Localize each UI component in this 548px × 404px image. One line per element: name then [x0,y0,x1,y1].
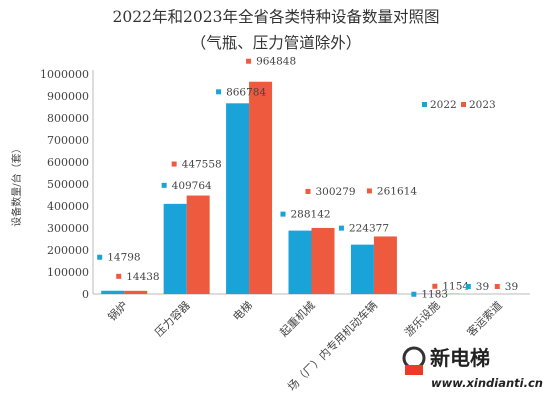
chart-title: 2022年和2023年全省各类特种设备数量对照图 [113,8,440,26]
category-label-3: 起重机械 [277,298,318,339]
y-tick-label: 600000 [47,156,89,169]
bar-2023-3 [311,227,335,294]
data-label-marker-2022-5 [411,291,417,297]
bars-group [101,81,522,295]
y-tick-label: 400000 [47,200,89,213]
data-label-marker-2023-6 [494,283,500,289]
legend-swatch-2022 [422,102,427,107]
data-label-marker-2022-2 [216,89,222,95]
data-label-marker-2022-4 [338,225,344,231]
watermark-name: 新电梯 [430,346,490,370]
data-label-marker-2022-0 [97,254,103,260]
bar-2023-2 [249,81,273,295]
y-tick-label: 100000 [47,266,89,279]
category-label-0: 锅炉 [106,299,131,324]
data-label-2022-6: 39 [476,281,489,293]
data-label-2023-1: 447558 [182,159,222,171]
data-label-marker-2023-1 [171,161,177,167]
data-label-marker-2022-1 [161,182,167,188]
legend-swatch-2023 [461,102,466,107]
category-label-6: 客运索道 [464,298,505,339]
data-label-2023-0: 14438 [126,271,159,283]
data-label-marker-2022-6 [465,283,471,289]
data-label-marker-2023-3 [305,188,311,194]
data-label-2022-4: 224377 [349,223,389,235]
data-label-markers: 14798 14438 409764 447558 866784 964848 288142… [97,56,518,301]
y-tick-label: 800000 [47,112,89,125]
bar-2023-1 [186,195,210,294]
y-tick-label: 300000 [47,222,89,235]
data-label-2022-2: 866784 [226,86,266,98]
legend: 2022 2023 [422,99,496,111]
legend-label-2023: 2023 [469,99,496,111]
data-label-2022-3: 288142 [291,209,331,221]
y-tick-label: 700000 [47,134,89,147]
y-tick-label: 500000 [47,178,89,191]
data-label-2022-0: 14798 [107,252,140,264]
category-label-5: 游乐设施 [402,299,442,339]
y-axis-ticks: 0 100000 200000 300000 400000 500000 600000 700… [40,68,89,301]
category-label-1: 压力容器 [152,298,193,339]
y-tick-label: 1000000 [40,68,89,81]
bar-2023-0 [124,290,148,294]
data-label-2022-5: 1183 [421,289,448,301]
y-tick-label: 900000 [47,90,89,103]
data-label-2023-3: 300279 [316,186,356,198]
y-tick-label: 0 [82,288,89,301]
legend-label-2022: 2022 [430,99,457,111]
data-label-marker-2023-2 [246,58,252,64]
watermark-url: www.xindianti.cn [431,376,543,390]
data-label-2023-6: 39 [505,281,518,293]
data-label-2023-2: 964848 [256,56,296,68]
bar-2023-4 [373,236,397,294]
data-label-marker-2023-4 [366,188,372,194]
data-label-marker-2023-0 [116,273,122,279]
data-label-marker-2022-3 [280,211,286,217]
bar-2022-0 [101,290,125,294]
bar-2022-4 [350,244,374,294]
data-label-2023-4: 261614 [377,185,417,197]
data-label-2023-5: 1154 [442,281,469,293]
y-axis-label: 设备数量/台（套） [10,143,23,226]
data-label-2022-1: 409764 [172,180,212,192]
bar-2022-1 [163,203,187,294]
data-label-marker-2023-5 [432,283,438,289]
watermark-logo-icon [402,346,426,375]
bar-2022-3 [288,230,312,294]
chart-subtitle: （气瓶、压力管道除外） [191,34,362,52]
y-tick-label: 200000 [47,244,89,257]
watermark: 新电梯 www.xindianti.cn [402,346,543,390]
category-label-2: 电梯 [230,299,255,324]
bar-2022-2 [226,103,250,294]
